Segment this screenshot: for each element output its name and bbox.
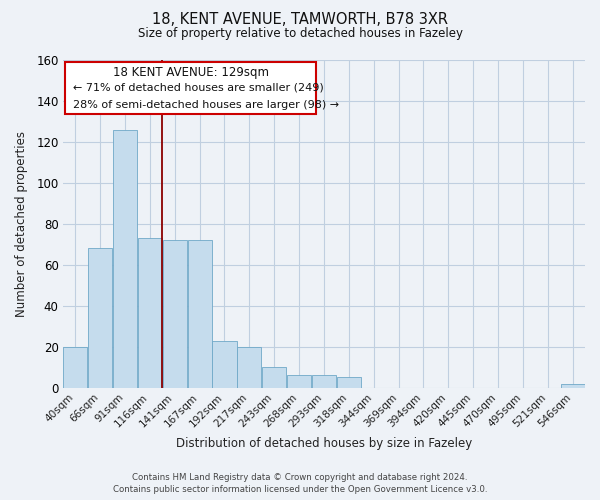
Bar xyxy=(163,240,187,388)
Text: Contains public sector information licensed under the Open Government Licence v3: Contains public sector information licen… xyxy=(113,485,487,494)
Bar xyxy=(560,384,584,388)
X-axis label: Distribution of detached houses by size in Fazeley: Distribution of detached houses by size … xyxy=(176,437,472,450)
Text: ← 71% of detached houses are smaller (249): ← 71% of detached houses are smaller (24… xyxy=(73,83,324,93)
FancyBboxPatch shape xyxy=(65,62,316,114)
Bar xyxy=(262,367,286,388)
Y-axis label: Number of detached properties: Number of detached properties xyxy=(15,131,28,317)
Bar xyxy=(212,340,236,388)
Text: 18 KENT AVENUE: 129sqm: 18 KENT AVENUE: 129sqm xyxy=(113,66,269,78)
Text: Size of property relative to detached houses in Fazeley: Size of property relative to detached ho… xyxy=(137,28,463,40)
Bar xyxy=(88,248,112,388)
Text: Contains HM Land Registry data © Crown copyright and database right 2024.: Contains HM Land Registry data © Crown c… xyxy=(132,474,468,482)
Bar xyxy=(337,378,361,388)
Bar xyxy=(287,376,311,388)
Bar xyxy=(138,238,162,388)
Text: 18, KENT AVENUE, TAMWORTH, B78 3XR: 18, KENT AVENUE, TAMWORTH, B78 3XR xyxy=(152,12,448,28)
Text: 28% of semi-detached houses are larger (98) →: 28% of semi-detached houses are larger (… xyxy=(73,100,340,110)
Bar xyxy=(237,346,262,388)
Bar xyxy=(188,240,212,388)
Bar xyxy=(312,376,336,388)
Bar xyxy=(63,346,88,388)
Bar xyxy=(113,130,137,388)
